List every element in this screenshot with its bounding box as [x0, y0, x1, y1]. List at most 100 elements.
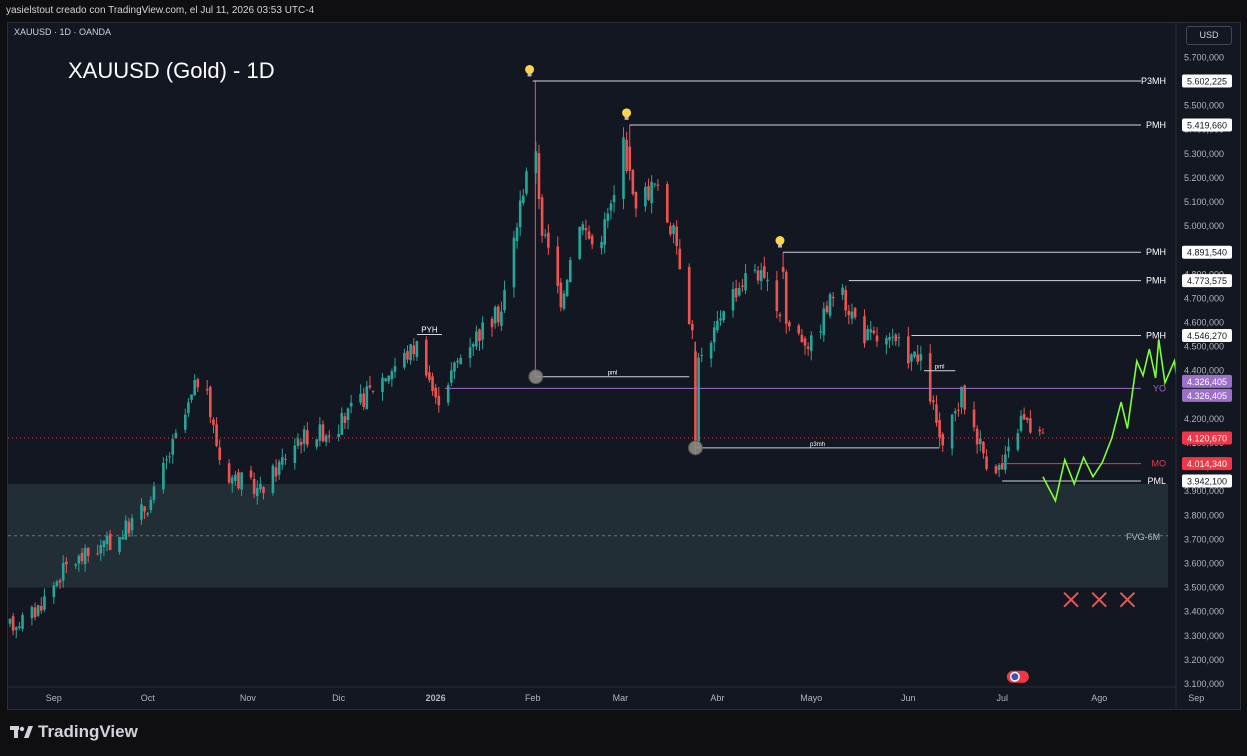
candle-body [215, 424, 218, 446]
candle-body [784, 271, 788, 324]
level-name-mo: MO [1152, 459, 1167, 469]
candle-body [503, 289, 506, 311]
candle-body [162, 462, 165, 490]
candle-body [975, 428, 979, 445]
mo-badge: 4.014,340 [1187, 459, 1227, 469]
candle-body [522, 195, 525, 203]
candle-body [600, 241, 603, 249]
candle-body [500, 311, 503, 326]
candle-body [152, 486, 156, 500]
candle-body [669, 225, 672, 235]
candle-body [907, 336, 910, 364]
candle-body [1007, 446, 1010, 452]
candle-body [778, 314, 782, 317]
price-chart[interactable]: FVG-6M P3MH PMH PMH PMH PMH YO MO PML PYH pml p3mh p… [8, 23, 1240, 709]
candle-body [108, 533, 112, 551]
candle-body [697, 357, 700, 444]
price-tick-label: 4.600,000 [1184, 318, 1224, 328]
cross-icon [1119, 591, 1136, 608]
candle-body [428, 372, 431, 380]
candle-body [1029, 418, 1032, 433]
price-tick-label: 3.300,000 [1184, 631, 1224, 641]
candle-body [972, 409, 976, 428]
candle-body [58, 580, 62, 583]
annotation-label-pml: pml [608, 371, 618, 377]
candle-body [803, 338, 807, 346]
candle-body [700, 354, 704, 356]
candle-body [249, 470, 253, 478]
candle-body [431, 376, 434, 392]
candle-body [1025, 417, 1029, 421]
candle-body [994, 466, 998, 474]
candle-body [74, 564, 78, 566]
last-price-badge: 4.120,670 [1187, 434, 1227, 444]
candle-body [187, 402, 190, 414]
candle-body [340, 412, 344, 435]
candle-body [143, 506, 146, 512]
candle-body [234, 474, 237, 481]
candle-body [174, 432, 178, 439]
candle-body [603, 219, 606, 245]
candle-body [337, 433, 340, 438]
candle-body [781, 267, 785, 272]
candle-body [985, 456, 988, 470]
price-tick-label: 4.500,000 [1184, 342, 1224, 352]
candle-body [888, 337, 891, 341]
candle-body [825, 305, 829, 313]
candle-body [193, 380, 196, 396]
candle-body [916, 354, 919, 362]
candle-body [77, 555, 81, 564]
candle-body [675, 226, 678, 247]
candle-body [83, 548, 87, 565]
candle-body [809, 335, 813, 352]
price-tick-label: 3.200,000 [1184, 655, 1224, 665]
candle-body [343, 416, 347, 423]
candle-body [932, 400, 935, 403]
level-badge-pmh-bg [1182, 328, 1232, 342]
candle-body [540, 197, 544, 236]
candle-body [737, 287, 741, 296]
annotation-label-p3mh: p3mh [810, 442, 825, 448]
candle-body [759, 270, 763, 282]
us-flag-icon [1006, 670, 1029, 683]
level-badge-pmh-bg [1182, 245, 1232, 259]
candle-body [584, 228, 588, 231]
cross-icon [1063, 591, 1079, 608]
price-tick-label: 3.600,000 [1184, 559, 1224, 569]
tradingview-logo-icon [10, 726, 33, 738]
candle-body [666, 184, 669, 223]
currency-button[interactable]: USD [1186, 26, 1232, 45]
candle-body [302, 429, 306, 444]
candle-body [218, 447, 222, 460]
candle-body [1022, 414, 1026, 420]
candle-body [691, 323, 694, 331]
candle-body [365, 386, 369, 409]
price-tick-label: 3.100,000 [1184, 679, 1224, 689]
candle-body [819, 331, 822, 333]
candle-body [828, 294, 832, 316]
yo-badge-lower-bg [1182, 388, 1232, 402]
candle-body [831, 296, 835, 299]
candle-body [950, 414, 954, 449]
level-badge-pmh: 5.419,660 [1187, 120, 1227, 130]
level-name-pml: PML [1147, 476, 1166, 486]
candle-body [321, 424, 325, 442]
candle-body [850, 311, 854, 319]
time-tick-label: 2026 [426, 693, 446, 703]
candle-body [979, 438, 982, 445]
candle-body [587, 231, 591, 239]
candle-body [324, 435, 328, 442]
chart-pane[interactable]: FVG-6M P3MH PMH PMH PMH PMH YO MO PML PYH pml p3mh p… [7, 22, 1241, 710]
tradingview-logo[interactable]: TradingView [10, 722, 138, 742]
level-name-yo: YO [1153, 383, 1166, 393]
candle-body [741, 285, 744, 287]
candle-body [209, 386, 212, 418]
yo-badge-lower: 4.326,405 [1187, 391, 1227, 401]
lightbulb-base [777, 244, 782, 248]
candle-body [230, 477, 234, 484]
candle-body [318, 424, 322, 441]
price-tick-label: 3.700,000 [1184, 534, 1224, 544]
candle-body [327, 435, 331, 437]
candle-body [293, 445, 297, 463]
candle-body [800, 334, 804, 342]
